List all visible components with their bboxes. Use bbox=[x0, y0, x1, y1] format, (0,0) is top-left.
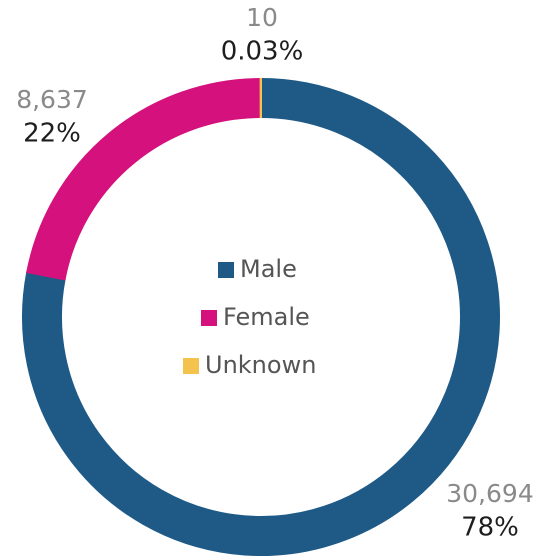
legend-label: Female bbox=[223, 303, 310, 331]
value-label: 8,637 bbox=[16, 85, 88, 114]
legend-swatch bbox=[183, 358, 199, 374]
legend-label: Unknown bbox=[205, 351, 316, 379]
value-label: 10 bbox=[246, 3, 278, 32]
legend-swatch bbox=[201, 310, 217, 326]
value-label: 30,694 bbox=[446, 479, 533, 508]
percent-label: 0.03% bbox=[221, 37, 304, 67]
percent-label: 78% bbox=[461, 513, 519, 543]
donut-slice bbox=[22, 77, 500, 556]
legend-swatch bbox=[218, 262, 234, 278]
percent-label: 22% bbox=[23, 119, 81, 149]
legend-label: Male bbox=[240, 255, 297, 283]
